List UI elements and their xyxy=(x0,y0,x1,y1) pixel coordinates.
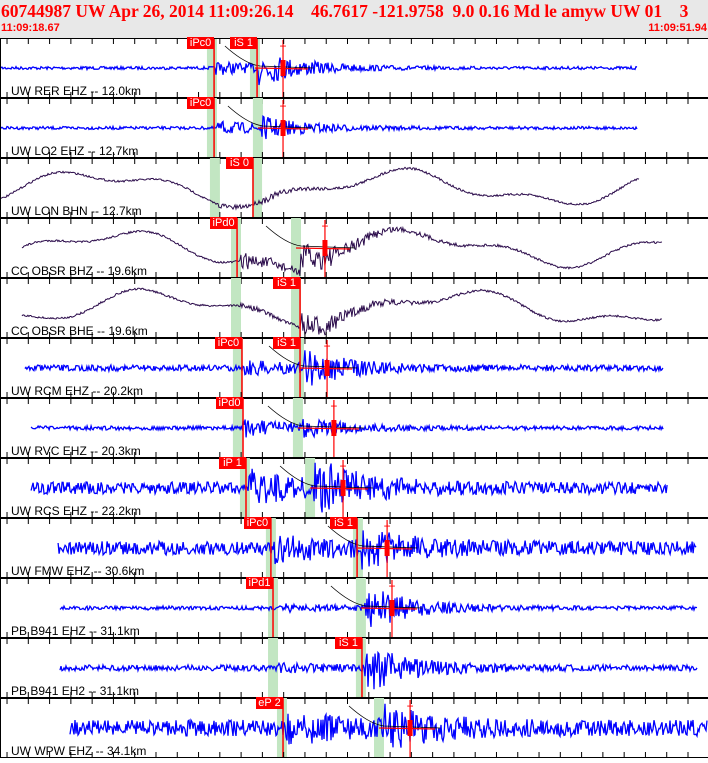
pick-label[interactable]: iS 1 xyxy=(334,637,362,649)
predicted-arrival-curve xyxy=(267,405,364,429)
pick-label[interactable]: iP 1 xyxy=(219,457,246,469)
phase-window xyxy=(209,158,220,218)
coda-plus-icon: + xyxy=(324,339,331,353)
station-label: PB B941 EH2 -- 31.1km xyxy=(11,684,140,698)
waveform-trace xyxy=(24,350,664,386)
phase-window xyxy=(355,638,366,698)
predicted-arrival-curve xyxy=(330,585,423,609)
waveform-trace xyxy=(57,530,697,570)
coda-line xyxy=(310,487,369,490)
waveform-trace xyxy=(21,287,662,337)
phase-window xyxy=(252,98,263,158)
predicted-arrival-curve xyxy=(279,465,374,489)
waveform-trace xyxy=(0,166,640,211)
waveform-trace xyxy=(59,591,698,627)
coda-amplitude-bar xyxy=(384,540,390,556)
coda-plus-icon: + xyxy=(384,519,391,533)
predicted-arrival-curve xyxy=(227,105,314,129)
coda-amplitude-bar xyxy=(331,420,337,436)
pick-label[interactable]: iPc0 xyxy=(243,517,271,529)
station-label: PB B941 EHZ -- 31.1km xyxy=(11,624,140,638)
pick-label[interactable]: iPd0 xyxy=(216,397,244,409)
station-label: UW LON BHN -- 12.7km xyxy=(11,204,142,218)
pick-label[interactable]: iPc0 xyxy=(187,37,215,49)
coda-plus-icon: + xyxy=(340,459,347,473)
coda-plus-icon: + xyxy=(330,399,337,413)
coda-amplitude-bar xyxy=(324,360,330,376)
coda-amplitude-bar xyxy=(340,480,346,496)
seismogram-panel[interactable]: + + + + + + + + + iPc0 iS 1 UW RER EHZ -- 12.0km iP… xyxy=(0,37,708,763)
coda-amplitude-bar xyxy=(389,600,395,616)
station-label: UW LO2 EHZ -- 12.7km xyxy=(11,144,139,158)
predicted-arrival-curve xyxy=(268,345,358,369)
phase-window xyxy=(206,98,217,158)
pick-label[interactable]: iS 1 xyxy=(273,277,301,289)
coda-line xyxy=(360,607,417,610)
station-label: UW FMW EHZ -- 30.6km xyxy=(11,564,145,578)
waveform-trace xyxy=(69,703,708,748)
station-label: UW RCM EHZ -- 20.2km xyxy=(11,384,143,398)
station-label: UW RCS EHZ -- 22.2km xyxy=(11,504,142,518)
coda-plus-icon: + xyxy=(407,699,414,713)
phase-window xyxy=(231,218,241,278)
station-label: CC OBSR BHZ -- 19.6km xyxy=(11,264,148,278)
station-label: UW WPW EHZ -- 34.1km xyxy=(11,744,147,758)
pick-label[interactable]: iS 0 xyxy=(226,157,254,169)
phase-window xyxy=(231,278,241,338)
event-title: 60744987 UW Apr 26, 2014 11:09:26.14 46.… xyxy=(1,1,689,21)
coda-amplitude-bar xyxy=(407,720,413,736)
event-header: 60744987 UW Apr 26, 2014 11:09:26.14 46.… xyxy=(0,0,708,38)
phase-window xyxy=(249,38,260,98)
pick-label[interactable]: iS 1 xyxy=(273,337,301,349)
coda-plus-icon: + xyxy=(321,219,328,233)
predicted-arrival-curve xyxy=(348,705,441,729)
predicted-arrival-curve xyxy=(224,45,314,69)
pick-label[interactable]: iPd0 xyxy=(210,217,238,229)
waveform-trace xyxy=(30,462,668,513)
pick-label[interactable]: iPd1 xyxy=(246,577,274,589)
coda-plus-icon: + xyxy=(280,39,287,53)
pick-label[interactable]: iPc0 xyxy=(214,337,242,349)
window-end-time: 11:09:51.94 xyxy=(648,22,707,34)
coda-line xyxy=(297,427,359,430)
phase-window xyxy=(291,278,302,338)
pick-label[interactable]: iPc0 xyxy=(187,97,215,109)
waveform-trace xyxy=(59,650,698,690)
station-label: CC OBSR BHE -- 19.6km xyxy=(11,324,148,338)
predicted-arrival-curve xyxy=(327,525,418,549)
predicted-arrival-curve xyxy=(265,225,355,249)
coda-plus-icon: + xyxy=(280,99,287,113)
coda-amplitude-bar xyxy=(322,240,328,256)
station-label: UW RER EHZ -- 12.0km xyxy=(11,84,142,98)
coda-line xyxy=(378,727,436,730)
phase-window xyxy=(206,38,217,98)
waveform-trace xyxy=(30,418,664,439)
waveform-trace xyxy=(21,225,663,277)
pick-label[interactable]: iS 1 xyxy=(230,37,258,49)
pick-label[interactable]: eP 2 xyxy=(256,697,284,709)
pick-label[interactable]: iS 1 xyxy=(330,517,358,529)
phase-window xyxy=(252,158,263,218)
coda-amplitude-bar xyxy=(280,120,286,136)
waveform-trace xyxy=(0,114,638,140)
station-label: UW RVC EHZ -- 20.3km xyxy=(11,444,141,458)
coda-plus-icon: + xyxy=(388,579,395,593)
waveform-trace xyxy=(0,57,638,86)
coda-amplitude-bar xyxy=(280,60,286,76)
window-start-time: 11:09:18.67 xyxy=(1,22,60,34)
